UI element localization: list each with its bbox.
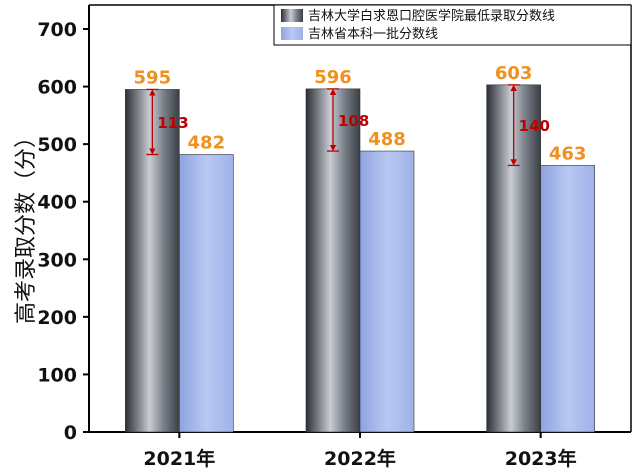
bar-value-label: 488 xyxy=(368,129,406,150)
y-tick-label: 100 xyxy=(37,364,77,386)
x-axis-ticks: 2021年 2022年 2023年 xyxy=(143,432,577,470)
difference-label: 140 xyxy=(519,117,550,135)
difference-annotations: 113 108 140 xyxy=(146,84,550,167)
bar-province-first-batch-1 xyxy=(359,150,415,433)
y-tick-label: 700 xyxy=(37,19,77,41)
bars-layer: 595 482 596 488 603 463 xyxy=(125,63,595,433)
bar-value-label: 595 xyxy=(134,67,172,88)
legend: 吉林大学白求恩口腔医学院最低录取分数线 吉林省本科一批分数线 xyxy=(273,4,632,46)
legend-swatch-series-2 xyxy=(281,27,303,40)
x-tick-label: 2021年 xyxy=(143,447,215,470)
bar-value-label: 482 xyxy=(188,133,226,154)
y-tick-label: 0 xyxy=(64,422,77,444)
bar-province-first-batch-2 xyxy=(540,165,595,433)
legend-label-series-1: 吉林大学白求恩口腔医学院最低录取分数线 xyxy=(308,8,555,24)
y-tick-label: 300 xyxy=(37,249,77,271)
y-tick-label: 600 xyxy=(37,77,77,99)
x-tick-label: 2023年 xyxy=(505,447,577,470)
bar-value-label: 596 xyxy=(314,67,352,88)
difference-label: 108 xyxy=(338,112,369,130)
y-tick-label: 500 xyxy=(37,134,77,156)
legend-label-series-2: 吉林省本科一批分数线 xyxy=(308,27,438,42)
x-tick-label: 2022年 xyxy=(324,447,396,470)
bar-value-label: 603 xyxy=(495,63,533,84)
legend-swatch-series-1 xyxy=(281,9,303,22)
difference-label: 113 xyxy=(157,114,188,132)
y-axis-ticks: 0 100 200 300 400 500 600 700 xyxy=(37,19,89,444)
bar-province-first-batch-0 xyxy=(179,154,234,433)
y-axis-title: 高考录取分数（分） xyxy=(14,126,39,324)
y-tick-label: 400 xyxy=(37,192,77,214)
bar-value-label: 463 xyxy=(549,143,587,164)
legend-border xyxy=(273,4,632,46)
y-tick-label: 200 xyxy=(37,307,77,329)
